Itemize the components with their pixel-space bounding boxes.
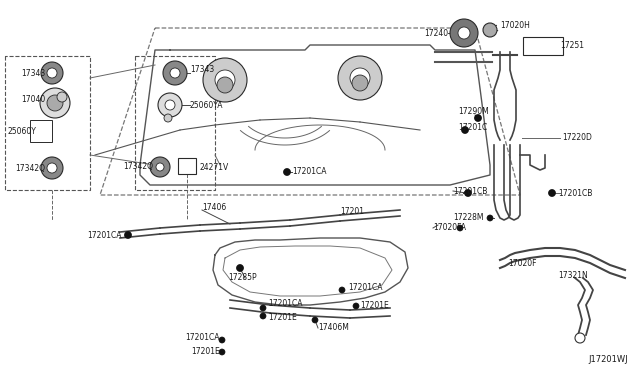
Circle shape: [219, 337, 225, 343]
Text: 17020F: 17020F: [508, 259, 536, 267]
Text: 17220D: 17220D: [562, 134, 592, 142]
Circle shape: [164, 114, 172, 122]
Circle shape: [158, 93, 182, 117]
Circle shape: [483, 23, 497, 37]
Text: 17201CB: 17201CB: [453, 186, 488, 196]
Text: 17201E: 17201E: [268, 314, 297, 323]
Text: 17228M: 17228M: [453, 214, 483, 222]
Circle shape: [219, 349, 225, 355]
Circle shape: [457, 225, 463, 231]
Text: 17321N: 17321N: [558, 270, 588, 279]
Text: 17240: 17240: [424, 29, 448, 38]
Text: 17290M: 17290M: [458, 108, 489, 116]
Text: 17406M: 17406M: [318, 324, 349, 333]
Circle shape: [450, 19, 478, 47]
Text: 17040: 17040: [20, 96, 45, 105]
Circle shape: [47, 163, 57, 173]
Text: 17020H: 17020H: [500, 22, 530, 31]
Circle shape: [203, 58, 247, 102]
Circle shape: [458, 27, 470, 39]
Circle shape: [353, 303, 359, 309]
Circle shape: [215, 70, 235, 90]
Text: 17251: 17251: [560, 42, 584, 51]
Circle shape: [260, 305, 266, 311]
Circle shape: [312, 317, 318, 323]
Text: 17201E: 17201E: [191, 347, 220, 356]
Text: 17201CA: 17201CA: [292, 167, 326, 176]
Circle shape: [284, 169, 291, 176]
Circle shape: [125, 231, 131, 238]
Circle shape: [41, 62, 63, 84]
Circle shape: [47, 68, 57, 78]
Circle shape: [338, 56, 382, 100]
Circle shape: [163, 61, 187, 85]
Circle shape: [170, 68, 180, 78]
Text: 17201C: 17201C: [458, 122, 487, 131]
Text: 17342Q: 17342Q: [123, 163, 153, 171]
Circle shape: [47, 95, 63, 111]
Text: 17201CA: 17201CA: [88, 231, 122, 240]
Circle shape: [260, 313, 266, 319]
Text: 17201: 17201: [340, 208, 364, 217]
Text: 17343: 17343: [190, 64, 214, 74]
Text: 24271V: 24271V: [200, 163, 229, 171]
Text: 25060YA: 25060YA: [190, 100, 223, 109]
Text: 17201CA: 17201CA: [268, 299, 303, 308]
Circle shape: [165, 100, 175, 110]
Circle shape: [474, 115, 481, 122]
Circle shape: [41, 157, 63, 179]
Text: 17201CA: 17201CA: [348, 283, 383, 292]
Circle shape: [575, 333, 585, 343]
Circle shape: [487, 215, 493, 221]
Text: 17201CB: 17201CB: [558, 189, 593, 198]
Circle shape: [237, 264, 243, 272]
Circle shape: [461, 126, 468, 134]
FancyBboxPatch shape: [523, 37, 563, 55]
Text: 17285P: 17285P: [228, 273, 257, 282]
Circle shape: [40, 88, 70, 118]
Text: 17020FA: 17020FA: [433, 224, 466, 232]
Circle shape: [350, 68, 370, 88]
Text: 17201CA: 17201CA: [186, 334, 220, 343]
Text: 17201E: 17201E: [360, 301, 388, 311]
Circle shape: [156, 163, 164, 171]
Circle shape: [548, 189, 556, 196]
Circle shape: [150, 157, 170, 177]
Circle shape: [57, 92, 67, 102]
Circle shape: [339, 287, 345, 293]
Text: 17406: 17406: [202, 202, 227, 212]
Text: 17343: 17343: [20, 68, 45, 77]
FancyBboxPatch shape: [178, 158, 196, 174]
Circle shape: [465, 189, 472, 196]
Text: 17342Q: 17342Q: [15, 164, 45, 173]
Text: J17201WJ: J17201WJ: [588, 356, 628, 365]
Circle shape: [217, 77, 233, 93]
Text: 25060Y: 25060Y: [8, 128, 37, 137]
Circle shape: [352, 75, 368, 91]
